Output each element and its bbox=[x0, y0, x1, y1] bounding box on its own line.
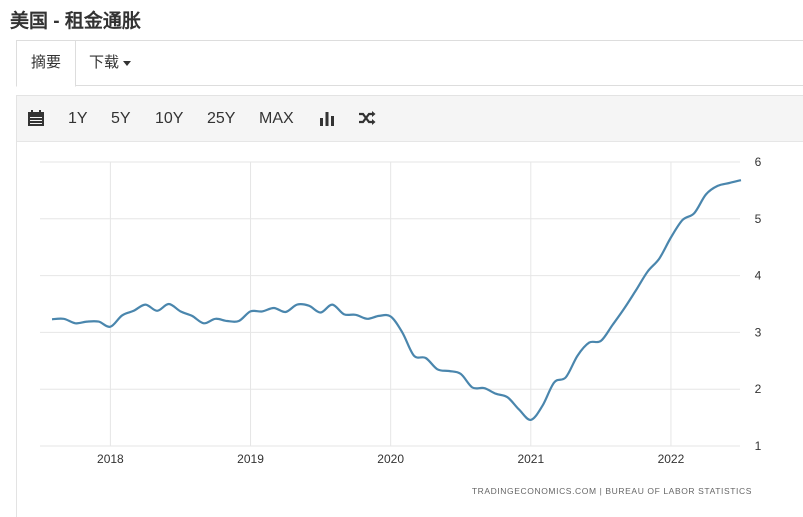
y-tick-label: 3 bbox=[755, 325, 762, 339]
caret-down-icon bbox=[123, 60, 132, 66]
tab-summary[interactable]: 摘要 bbox=[16, 41, 76, 87]
range-max-button[interactable]: MAX bbox=[259, 110, 294, 127]
chart-grid bbox=[40, 161, 740, 447]
y-tick-label: 6 bbox=[755, 155, 762, 169]
x-tick-label: 2020 bbox=[377, 452, 404, 466]
series-line bbox=[51, 179, 742, 421]
shuffle-icon[interactable] bbox=[358, 109, 376, 127]
y-tick-label: 1 bbox=[755, 439, 762, 453]
tab-download[interactable]: 下载 bbox=[89, 41, 132, 85]
x-tick-label: 2021 bbox=[517, 452, 544, 466]
page-title: 美国 - 租金通胀 bbox=[10, 11, 141, 32]
chart-series-layer bbox=[51, 179, 742, 421]
calendar-icon[interactable] bbox=[27, 109, 45, 127]
y-tick-label: 4 bbox=[755, 269, 762, 283]
y-tick-label: 2 bbox=[755, 382, 762, 396]
chart-toolbar: 1Y 5Y 10Y 25Y MAX bbox=[17, 96, 803, 142]
x-tick-label: 2018 bbox=[97, 452, 124, 466]
chart-panel: 1Y 5Y 10Y 25Y MAX bbox=[16, 95, 803, 517]
x-tick-label: 2019 bbox=[237, 452, 264, 466]
range-1y-button[interactable]: 1Y bbox=[68, 110, 88, 127]
tab-bar: 摘要 下载 bbox=[16, 40, 803, 87]
x-tick-label: 2022 bbox=[658, 452, 685, 466]
chart-source: TRADINGECONOMICS.COM | BUREAU OF LABOR S… bbox=[472, 486, 752, 496]
tab-download-label: 下载 bbox=[89, 54, 120, 71]
range-5y-button[interactable]: 5Y bbox=[111, 110, 131, 127]
chart-tick-labels: 1 2 3 4 5 6 2018 2019 2020 2021 2022 bbox=[97, 155, 762, 466]
range-25y-button[interactable]: 25Y bbox=[207, 110, 236, 127]
bar-chart-icon[interactable] bbox=[318, 109, 336, 127]
range-10y-button[interactable]: 10Y bbox=[155, 110, 184, 127]
y-tick-label: 5 bbox=[755, 212, 762, 226]
